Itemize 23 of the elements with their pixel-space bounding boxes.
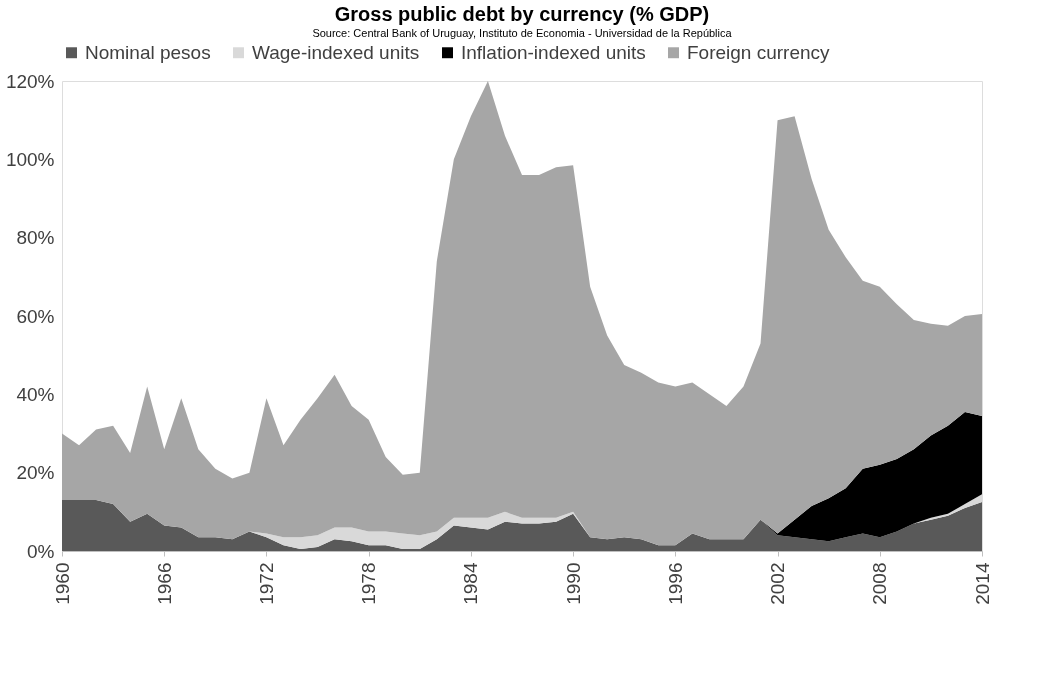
legend-label: Nominal pesos <box>85 41 211 63</box>
x-tick-label: 2008 <box>869 562 891 605</box>
y-tick-label: 40% <box>16 383 55 405</box>
x-tick-label: 1996 <box>664 562 686 605</box>
y-tick-label: 0% <box>27 540 55 562</box>
x-tick-label: 1984 <box>460 562 482 605</box>
y-tick-label: 60% <box>16 305 55 327</box>
chart-subtitle: Source: Central Bank of Uruguay, Instituto de Economia - Universidad de la República <box>312 27 733 39</box>
chart-title: Gross public debt by currency (% GDP) <box>334 3 710 25</box>
x-tick-label: 2002 <box>767 562 789 605</box>
y-tick-label: 80% <box>16 227 55 249</box>
x-tick-label: 2014 <box>971 562 993 605</box>
x-tick-label: 1960 <box>51 562 73 605</box>
legend-label: Foreign currency <box>687 41 831 63</box>
x-tick-label: 1978 <box>358 562 380 605</box>
y-tick-label: 20% <box>16 462 55 484</box>
y-tick-label: 100% <box>5 148 55 170</box>
legend-label: Inflation-indexed units <box>461 41 646 63</box>
y-tick-label: 120% <box>5 70 55 92</box>
x-tick-label: 1966 <box>153 562 175 605</box>
x-tick-label: 1990 <box>562 562 584 605</box>
x-tick-label: 1972 <box>255 562 277 605</box>
legend-label: Wage-indexed units <box>252 41 420 63</box>
